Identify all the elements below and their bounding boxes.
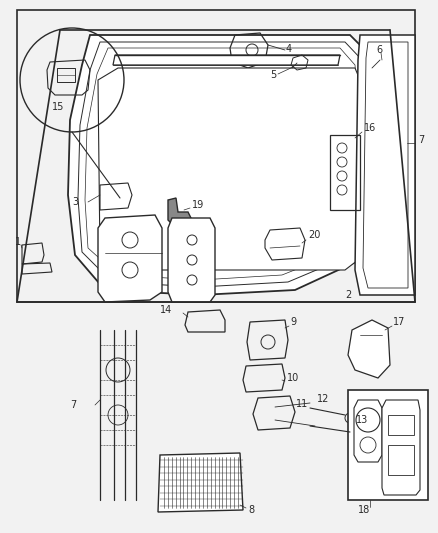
Text: 16: 16 (364, 123, 376, 133)
Polygon shape (168, 198, 192, 226)
Text: 7: 7 (418, 135, 424, 145)
Text: 20: 20 (308, 230, 320, 240)
Polygon shape (113, 55, 340, 65)
Bar (57, 68, 75, 82)
Polygon shape (265, 228, 305, 260)
Polygon shape (98, 68, 360, 270)
Text: 10: 10 (287, 373, 299, 383)
Polygon shape (354, 400, 382, 462)
Text: 6: 6 (376, 45, 382, 55)
Text: 4: 4 (286, 44, 292, 54)
Text: 2: 2 (345, 290, 351, 300)
Bar (348, 390, 428, 500)
Bar (388, 415, 414, 435)
Text: 19: 19 (192, 200, 204, 210)
Polygon shape (355, 35, 415, 295)
Text: 8: 8 (248, 505, 254, 515)
Polygon shape (348, 320, 390, 378)
Bar (388, 445, 414, 475)
Polygon shape (68, 35, 375, 295)
Text: 3: 3 (72, 197, 78, 207)
Polygon shape (382, 400, 420, 495)
Text: 1: 1 (15, 237, 21, 247)
Text: 13: 13 (356, 415, 368, 425)
Polygon shape (168, 218, 215, 302)
Text: 17: 17 (393, 317, 406, 327)
Text: 9: 9 (290, 317, 296, 327)
Text: 12: 12 (317, 394, 329, 404)
Text: 7: 7 (70, 400, 76, 410)
Text: 5: 5 (270, 70, 276, 80)
Text: 11: 11 (296, 399, 308, 409)
Polygon shape (98, 215, 162, 302)
Text: 14: 14 (160, 305, 172, 315)
Text: 15: 15 (52, 102, 64, 112)
Polygon shape (158, 453, 243, 512)
Polygon shape (17, 10, 415, 302)
Text: 18: 18 (358, 505, 370, 515)
